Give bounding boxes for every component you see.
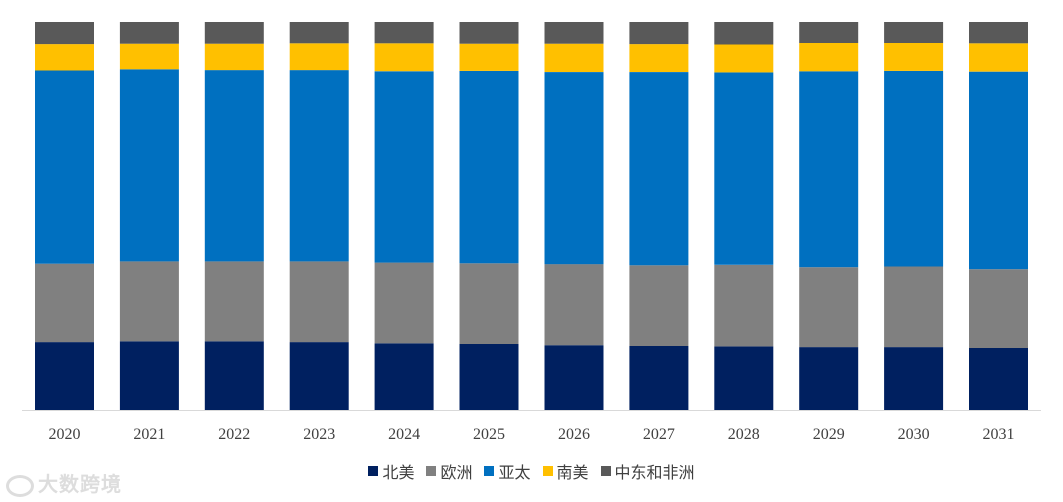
bar-segment-2028-s4 (714, 22, 774, 45)
bar-segment-2028-s1 (714, 264, 774, 347)
bar-segment-2024-s2 (374, 71, 434, 263)
legend-label: 亚太 (498, 463, 531, 482)
x-tick-label: 2029 (813, 426, 845, 443)
bar-segment-2027-s4 (629, 22, 689, 45)
legend-label: 欧洲 (440, 463, 473, 482)
x-tick-label: 2020 (49, 426, 81, 443)
bar-segment-2029-s1 (799, 267, 859, 348)
bar-segment-2028-s0 (714, 346, 774, 410)
bar-segment-2023-s4 (289, 22, 349, 44)
legend: 北美 欧洲 亚太 南美 中东和非洲 (0, 459, 1063, 483)
watermark: 大数跨境 (6, 468, 122, 497)
bar-segment-2027-s3 (629, 44, 689, 72)
x-tick-label: 2027 (643, 426, 675, 443)
x-tick-label: 2021 (133, 426, 165, 443)
bar-segment-2025-s1 (459, 263, 519, 344)
bar-segment-2029-s0 (799, 347, 859, 410)
x-tick-label: 2025 (473, 426, 505, 443)
bar-segment-2024-s3 (374, 43, 434, 72)
bar-segment-2025-s2 (459, 70, 519, 264)
bar-segment-2027-s2 (629, 72, 689, 266)
bar-segment-2026-s4 (544, 22, 604, 44)
bar-segment-2023-s1 (289, 261, 349, 343)
bar-segment-2022-s3 (204, 43, 264, 71)
watermark-logo-icon (6, 474, 34, 497)
bar-segment-2021-s3 (119, 43, 179, 70)
bar-segment-2022-s2 (204, 70, 264, 262)
bar-segment-2030-s0 (884, 347, 944, 410)
bar-segment-2020-s2 (35, 70, 94, 264)
x-tick-label: 2022 (218, 426, 250, 443)
bar-segment-2027-s0 (629, 346, 689, 410)
bar-segment-2022-s4 (204, 22, 264, 44)
bar-segment-2020-s1 (35, 263, 94, 343)
legend-swatch (542, 466, 553, 476)
legend-swatch (484, 466, 495, 476)
legend-label: 中东和非洲 (614, 463, 695, 482)
watermark-text: 大数跨境 (38, 472, 122, 496)
bar-segment-2030-s4 (884, 22, 944, 43)
bar-segment-2029-s4 (799, 22, 859, 43)
bar-segment-2022-s1 (204, 261, 264, 342)
legend-label: 北美 (382, 463, 415, 482)
bar-segment-2023-s2 (289, 70, 349, 262)
legend-label: 南美 (556, 463, 589, 482)
bar-segment-2020-s4 (35, 22, 94, 45)
bar-segment-2030-s2 (884, 70, 944, 267)
bar-segment-2026-s2 (544, 72, 604, 265)
x-tick-label: 2026 (558, 426, 590, 443)
bar-segment-2031-s3 (969, 43, 1028, 72)
bar-segment-2026-s3 (544, 43, 604, 72)
bar-segment-2026-s0 (544, 345, 604, 410)
bar-segment-2028-s3 (714, 44, 774, 73)
bar-segment-2028-s2 (714, 72, 774, 265)
bar-segment-2027-s1 (629, 265, 689, 346)
bar-segment-2023-s0 (289, 342, 349, 410)
bar-segment-2029-s2 (799, 71, 859, 268)
bar-segment-2031-s2 (969, 71, 1028, 270)
legend-item: 欧洲 (426, 459, 472, 483)
bar-segment-2025-s0 (459, 344, 519, 410)
bar-segment-2022-s0 (204, 341, 264, 410)
legend-swatch (600, 466, 611, 476)
legend-item: 中东和非洲 (600, 459, 695, 483)
bar-segment-2021-s0 (119, 341, 179, 410)
bar-segment-2031-s1 (969, 269, 1028, 348)
bar-segment-2020-s0 (35, 342, 94, 410)
legend-swatch (426, 466, 437, 476)
x-tick-label: 2028 (728, 426, 760, 443)
bar-segment-2023-s3 (289, 43, 349, 71)
x-tick-label: 2030 (898, 426, 930, 443)
bar-segment-2021-s1 (119, 261, 179, 342)
x-tick-label: 2023 (303, 426, 335, 443)
x-tick-label: 2024 (388, 426, 420, 443)
legend-item: 北美 (368, 459, 414, 483)
bar-segment-2030-s1 (884, 266, 944, 348)
bar-segment-2030-s3 (884, 43, 944, 71)
bar-segment-2024-s4 (374, 22, 434, 44)
bar-segment-2024-s1 (374, 262, 434, 344)
bar-segment-2025-s3 (459, 43, 519, 71)
bar-segment-2024-s0 (374, 343, 434, 410)
bar-segment-2021-s2 (119, 69, 179, 262)
bar-segment-2021-s4 (119, 22, 179, 44)
legend-item: 南美 (542, 459, 589, 483)
bar-segment-2031-s4 (969, 22, 1028, 44)
legend-swatch (368, 466, 379, 476)
bar-segment-2026-s1 (544, 264, 604, 346)
bar-segment-2029-s3 (799, 43, 859, 72)
x-tick-label: 2031 (983, 426, 1015, 443)
bar-segment-2031-s0 (969, 347, 1028, 410)
bar-segment-2025-s4 (459, 22, 519, 44)
legend-item: 亚太 (484, 459, 531, 483)
bar-segment-2020-s3 (35, 44, 94, 71)
